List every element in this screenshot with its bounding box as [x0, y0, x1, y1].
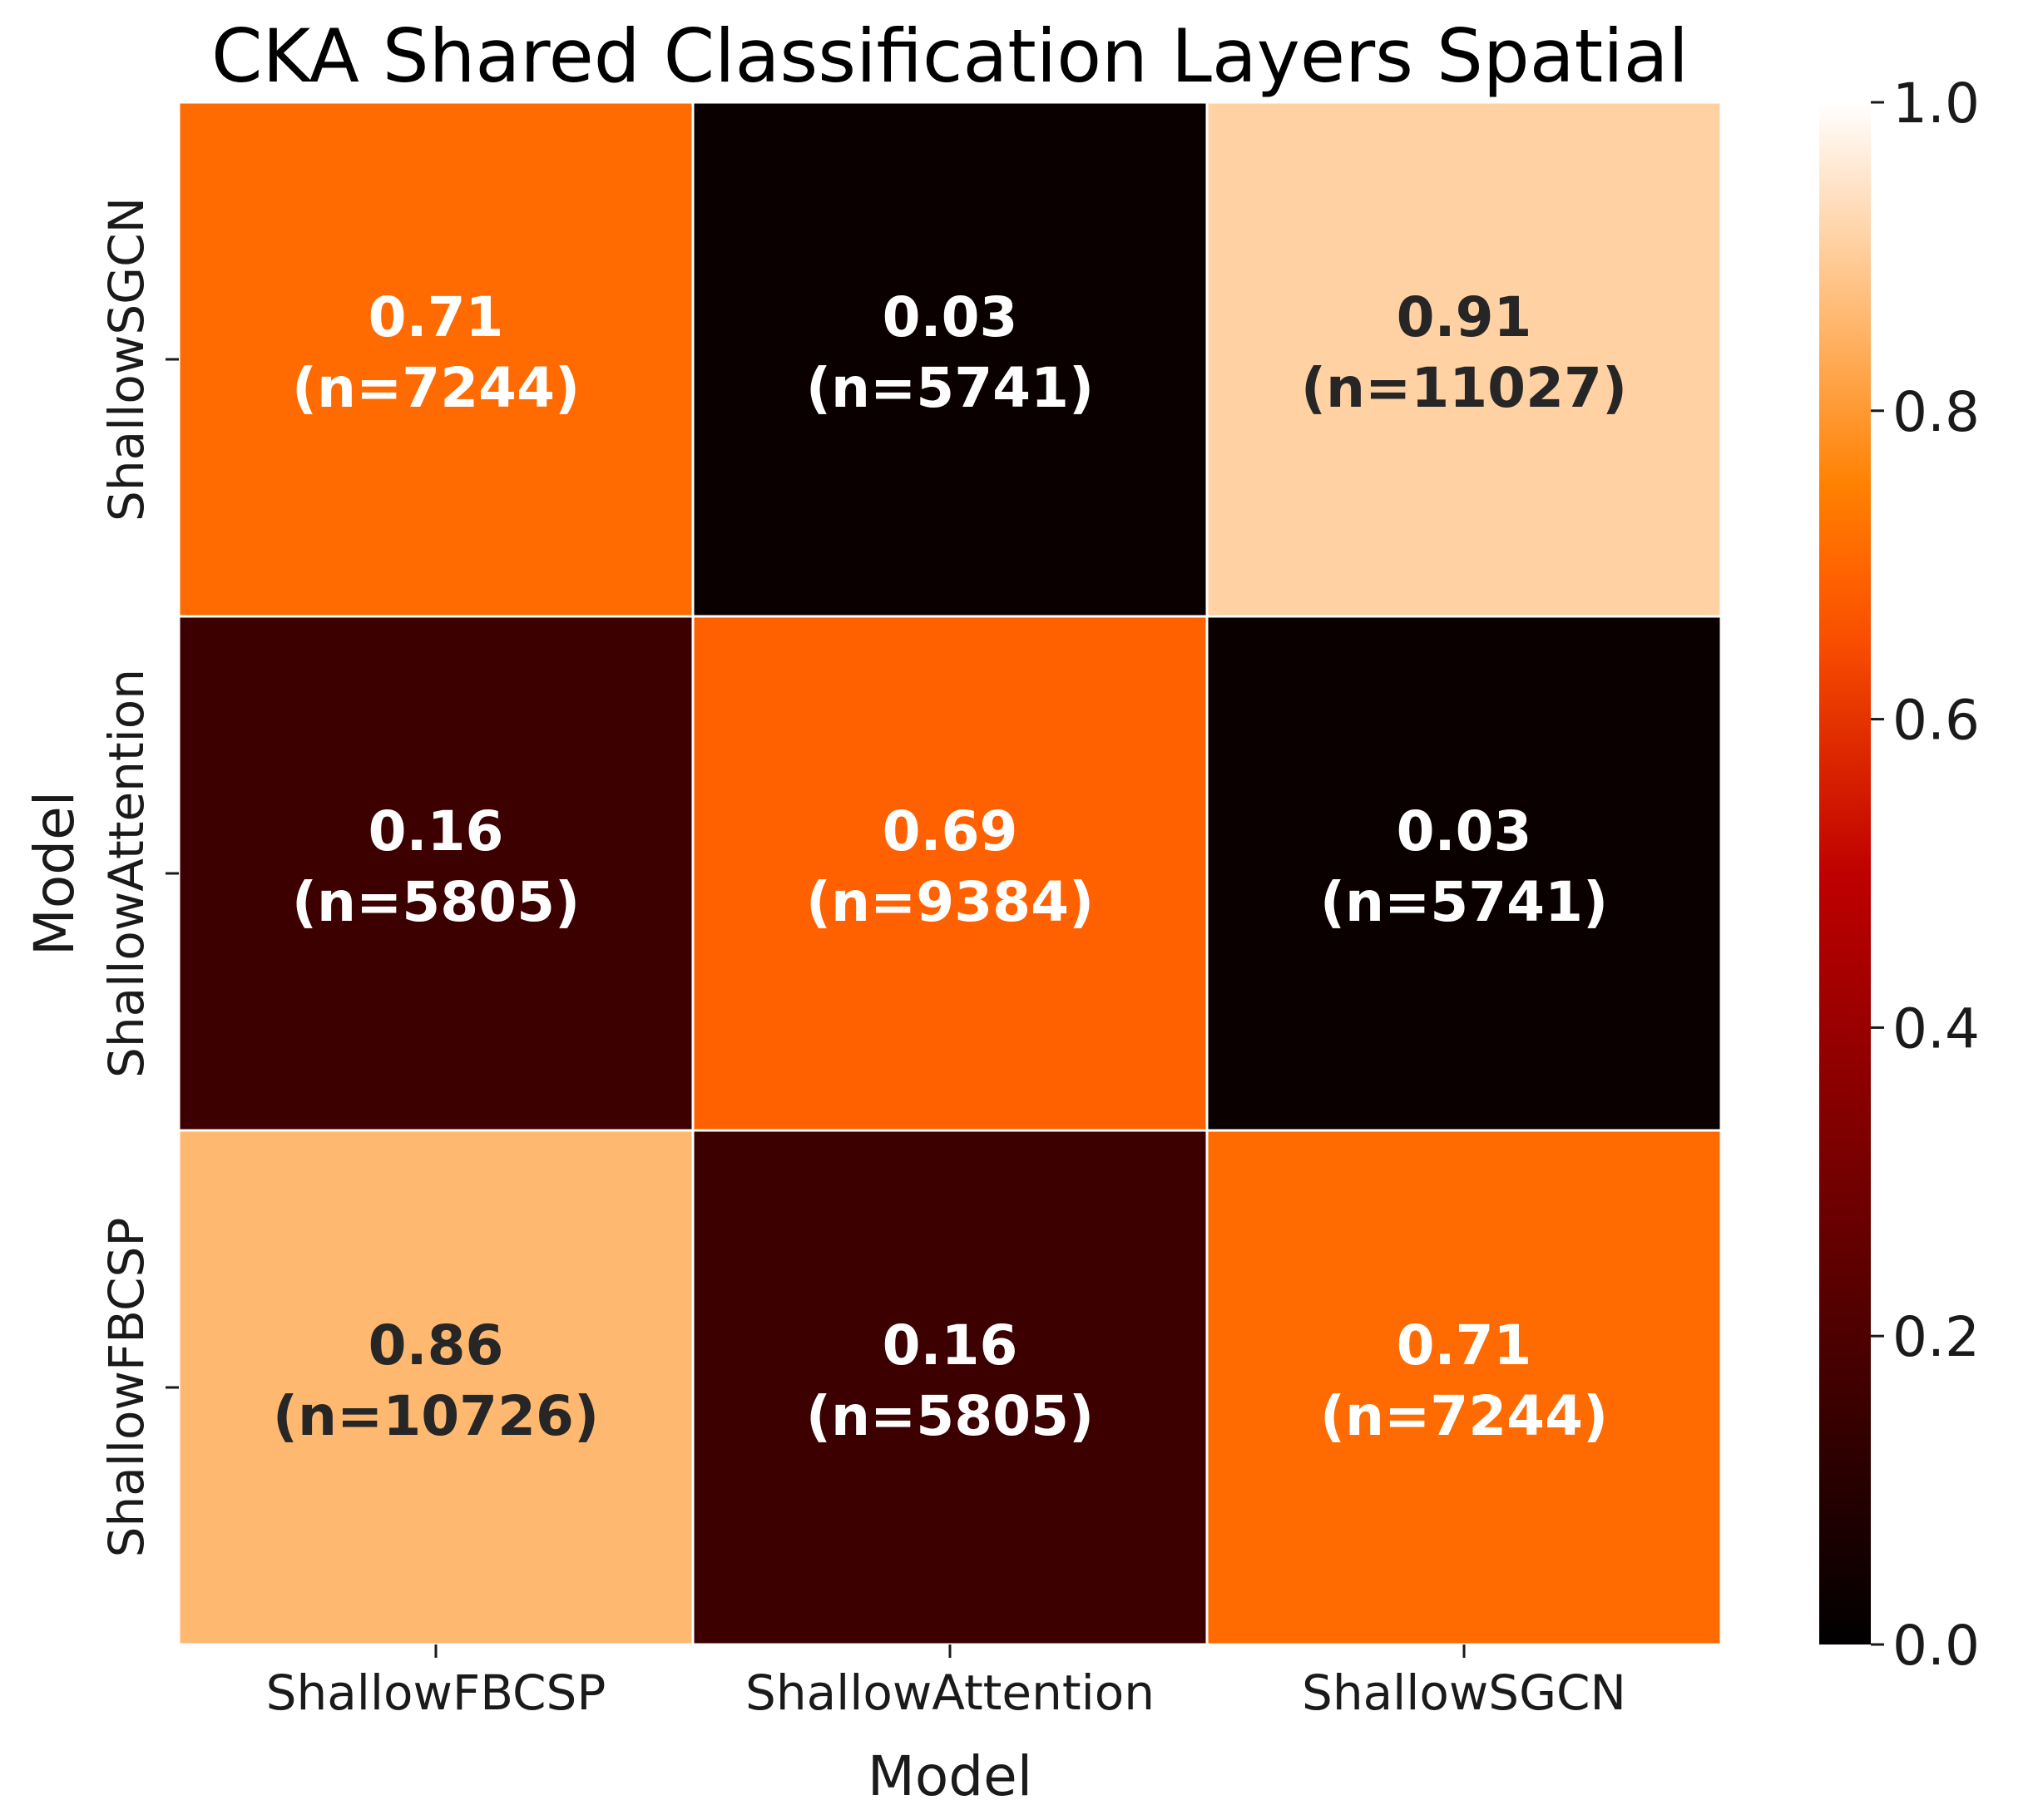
y-axis: ShallowSGCN ShallowAttention ShallowFBCSP — [98, 197, 179, 1557]
heatmap-cell — [691, 1129, 1209, 1646]
heatmap-cell — [177, 101, 695, 618]
colorbar-tick-label: 0.2 — [1892, 1305, 1980, 1369]
cell-value-label: 0.03 — [1397, 799, 1532, 863]
cell-count-label: (n=5805) — [292, 870, 580, 934]
cell-count-label: (n=5741) — [1320, 870, 1608, 934]
heatmap-cell — [177, 615, 695, 1132]
cell-count-label: (n=9384) — [806, 870, 1094, 934]
heatmap-cell — [177, 1129, 695, 1646]
colorbar-tick-label: 0.0 — [1892, 1614, 1980, 1678]
cell-value-label: 0.16 — [883, 1313, 1018, 1377]
y-tick-label: ShallowFBCSP — [98, 1218, 155, 1558]
cell-count-label: (n=5805) — [806, 1384, 1094, 1448]
heatmap-cell — [1205, 101, 1723, 618]
x-tick-label: ShallowAttention — [745, 1664, 1155, 1721]
cell-count-label: (n=7244) — [292, 356, 580, 420]
y-axis-label: Model — [22, 791, 87, 956]
heatmap-grid — [177, 101, 1723, 1646]
cell-value-label: 0.16 — [369, 799, 504, 863]
cell-value-label: 0.71 — [369, 285, 504, 349]
y-tick-label: ShallowAttention — [98, 669, 155, 1078]
colorbar-ticks: 0.0 0.2 0.4 0.6 0.8 1.0 — [1871, 72, 1980, 1678]
heatmap-cell — [691, 101, 1209, 618]
cell-value-label: 0.86 — [369, 1313, 504, 1377]
colorbar-tick-label: 0.6 — [1892, 689, 1980, 753]
cell-value-label: 0.69 — [883, 799, 1018, 863]
chart-title: CKA Shared Classification Layers Spatial — [211, 13, 1689, 99]
x-tick-label: ShallowSGCN — [1302, 1664, 1626, 1721]
cell-value-label: 0.71 — [1397, 1313, 1532, 1377]
colorbar-tick-label: 1.0 — [1892, 72, 1980, 136]
colorbar-tick-label: 0.4 — [1892, 997, 1980, 1061]
cell-count-label: (n=10726) — [273, 1384, 599, 1448]
cell-count-label: (n=11027) — [1301, 356, 1627, 420]
heatmap-cell — [691, 615, 1209, 1132]
y-tick-label: ShallowSGCN — [98, 197, 155, 522]
colorbar: 0.0 0.2 0.4 0.6 0.8 1.0 — [1819, 72, 1980, 1678]
x-axis: ShallowFBCSP ShallowAttention ShallowSGCN — [266, 1644, 1626, 1721]
cell-count-label: (n=7244) — [1320, 1384, 1608, 1448]
x-axis-label: Model — [868, 1744, 1032, 1808]
heatmap-cell — [1205, 615, 1723, 1132]
cell-value-label: 0.03 — [883, 285, 1018, 349]
colorbar-tick-label: 0.8 — [1892, 380, 1980, 444]
cell-count-label: (n=5741) — [806, 356, 1094, 420]
x-tick-label: ShallowFBCSP — [266, 1664, 606, 1721]
colorbar-scale — [1819, 102, 1871, 1644]
cell-annotations: 0.71 (n=7244) 0.03 (n=5741) 0.91 (n=11027) 0.1… — [273, 285, 1627, 1448]
cell-value-label: 0.91 — [1397, 285, 1532, 349]
